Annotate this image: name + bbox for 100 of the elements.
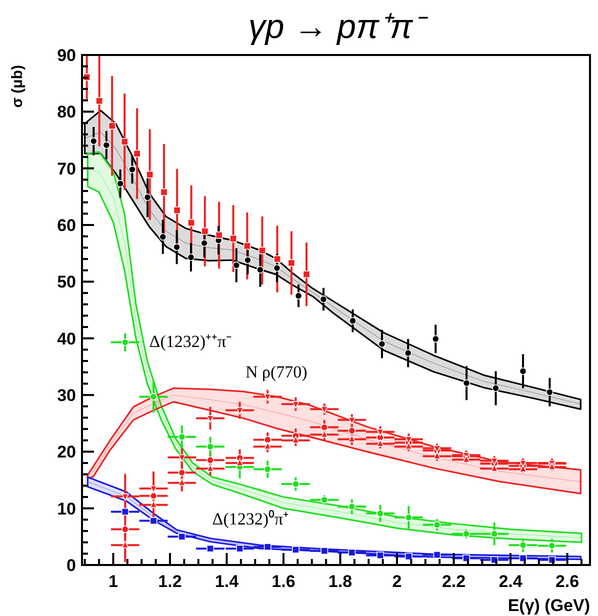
point bbox=[548, 542, 556, 550]
y-tick-label: 0 bbox=[66, 556, 76, 575]
point bbox=[178, 532, 186, 540]
annotation: Δ(1232)⁰π⁺ bbox=[212, 509, 290, 528]
point bbox=[188, 219, 195, 226]
point bbox=[320, 406, 328, 414]
point bbox=[258, 246, 266, 254]
point bbox=[150, 517, 158, 524]
point bbox=[121, 338, 129, 346]
point bbox=[273, 264, 281, 272]
point bbox=[320, 424, 328, 431]
y-tick-label: 80 bbox=[57, 102, 76, 122]
point bbox=[274, 255, 281, 263]
x-tick-label: 2.2 bbox=[442, 572, 466, 591]
point bbox=[404, 436, 412, 444]
point bbox=[404, 349, 412, 357]
point bbox=[201, 228, 209, 235]
point bbox=[146, 170, 154, 178]
x-tick-label: 1.6 bbox=[272, 572, 296, 591]
point bbox=[159, 233, 167, 241]
point bbox=[432, 335, 440, 343]
point bbox=[348, 416, 356, 424]
x-tick-label: 1.2 bbox=[158, 572, 182, 591]
y-tick-label: 20 bbox=[57, 442, 76, 462]
point bbox=[519, 541, 527, 549]
point bbox=[462, 379, 470, 387]
point bbox=[150, 393, 158, 400]
point bbox=[348, 427, 356, 434]
point bbox=[102, 141, 110, 149]
point bbox=[433, 551, 441, 558]
point bbox=[546, 388, 554, 396]
point bbox=[256, 266, 264, 274]
point bbox=[320, 496, 328, 504]
point bbox=[178, 478, 186, 486]
point bbox=[173, 206, 181, 214]
point bbox=[121, 526, 129, 533]
x-tick-label: 2.4 bbox=[498, 572, 523, 591]
point bbox=[264, 436, 272, 444]
point bbox=[292, 480, 300, 488]
y-tick-label: 30 bbox=[57, 386, 76, 405]
point bbox=[292, 401, 300, 408]
point bbox=[320, 430, 328, 438]
point bbox=[133, 150, 141, 158]
point bbox=[236, 458, 244, 466]
point bbox=[232, 262, 240, 269]
point bbox=[264, 543, 272, 551]
y-tick-label: 10 bbox=[57, 499, 76, 518]
point bbox=[264, 442, 272, 450]
point bbox=[200, 239, 208, 247]
point bbox=[376, 428, 384, 436]
chart-title: γp → pπ⁺π⁻ bbox=[248, 8, 429, 46]
point bbox=[302, 270, 310, 278]
point bbox=[378, 340, 386, 348]
y-tick-label: 70 bbox=[57, 159, 76, 178]
point bbox=[243, 242, 251, 250]
point bbox=[178, 468, 186, 476]
x-tick-label: 1 bbox=[108, 572, 118, 591]
point bbox=[90, 137, 98, 145]
point bbox=[116, 180, 124, 188]
y-tick-label: 50 bbox=[57, 272, 76, 292]
point bbox=[150, 485, 158, 493]
point bbox=[294, 292, 302, 300]
point bbox=[288, 259, 296, 267]
point bbox=[187, 254, 195, 261]
x-axis-title: E(γ) (GeV) bbox=[508, 596, 590, 615]
point bbox=[215, 232, 223, 239]
point bbox=[292, 436, 300, 444]
point bbox=[320, 547, 328, 555]
point bbox=[404, 552, 412, 560]
point bbox=[462, 554, 470, 562]
point bbox=[178, 454, 186, 462]
point bbox=[349, 317, 356, 324]
point bbox=[150, 500, 158, 508]
point bbox=[348, 548, 356, 556]
point bbox=[348, 502, 356, 510]
point bbox=[144, 194, 152, 201]
point bbox=[121, 540, 129, 548]
point bbox=[376, 552, 384, 560]
point bbox=[519, 368, 527, 375]
y-tick-label: 40 bbox=[57, 329, 76, 348]
point bbox=[128, 166, 136, 174]
point bbox=[206, 456, 214, 464]
point bbox=[206, 464, 214, 472]
y-tick-label: 90 bbox=[57, 46, 76, 65]
point bbox=[236, 544, 244, 552]
point bbox=[178, 433, 186, 441]
x-tick-label: 1.8 bbox=[328, 572, 352, 591]
point bbox=[404, 514, 412, 522]
point bbox=[230, 234, 237, 242]
y-tick-label: 60 bbox=[57, 216, 76, 235]
point bbox=[206, 544, 214, 552]
point bbox=[492, 384, 500, 392]
y-axis-title: σ (μb) bbox=[9, 65, 26, 108]
x-tick-label: 1.4 bbox=[214, 572, 240, 591]
point bbox=[376, 510, 384, 518]
annotation: Δ(1232)⁺⁺π⁻ bbox=[149, 332, 232, 351]
point bbox=[173, 243, 180, 251]
point bbox=[150, 492, 158, 500]
point bbox=[320, 296, 328, 303]
point bbox=[433, 521, 441, 528]
